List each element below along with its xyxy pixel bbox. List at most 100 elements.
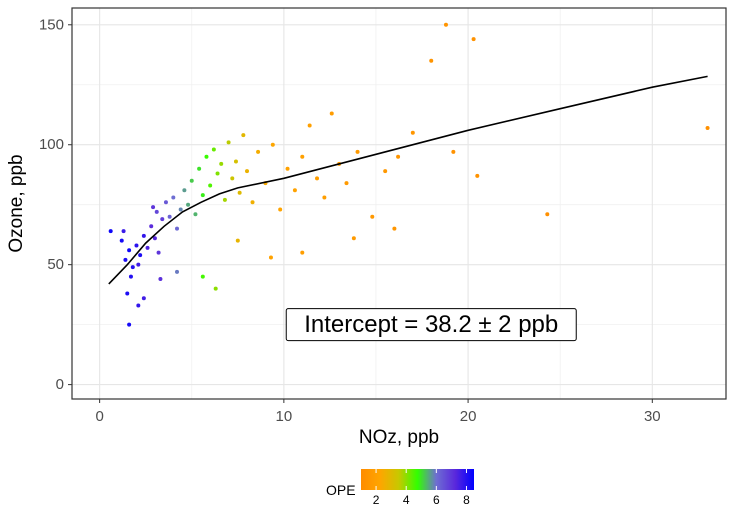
data-point: [235, 238, 240, 243]
data-point: [163, 200, 168, 205]
data-point: [121, 229, 126, 234]
data-point: [178, 207, 183, 212]
legend-title: OPE: [326, 482, 356, 498]
data-point: [256, 149, 261, 154]
data-point: [167, 214, 172, 219]
data-point: [156, 250, 161, 255]
data-point: [141, 233, 146, 238]
data-point: [175, 269, 180, 274]
data-point: [141, 296, 146, 301]
data-point: [285, 166, 290, 171]
x-axis-title: NOz, ppb: [359, 427, 439, 448]
data-point: [125, 291, 130, 296]
minor-gridlines: [72, 8, 726, 399]
data-point: [705, 125, 710, 130]
data-point: [149, 224, 154, 229]
x-tick-label: 0: [95, 408, 103, 425]
data-point: [370, 214, 375, 219]
data-point: [182, 188, 187, 193]
legend-color-bar: [361, 469, 474, 490]
data-point: [344, 181, 349, 186]
data-point: [355, 149, 360, 154]
data-point: [237, 190, 242, 195]
legend-tick-label: 2: [373, 493, 380, 507]
data-point: [213, 286, 218, 291]
data-point: [193, 212, 198, 217]
data-point: [108, 229, 113, 234]
data-point: [145, 245, 150, 250]
data-point: [130, 265, 135, 270]
data-point: [160, 217, 165, 222]
data-point: [136, 262, 141, 267]
x-tick-label: 20: [460, 408, 477, 425]
data-point: [208, 183, 213, 188]
data-point: [127, 322, 132, 327]
annotation-box: [285, 308, 577, 342]
y-tick-label: 100: [39, 136, 64, 153]
data-point: [154, 209, 159, 214]
data-point: [241, 133, 246, 138]
data-point: [219, 161, 224, 166]
data-point: [351, 236, 356, 241]
data-point: [307, 123, 312, 128]
data-point: [200, 274, 205, 279]
data-point: [197, 166, 202, 171]
plot-panel-border: [71, 7, 727, 400]
data-point: [222, 197, 227, 202]
data-point: [245, 169, 250, 174]
legend-tick-label: 8: [463, 493, 470, 507]
data-point: [211, 147, 216, 152]
y-axis-ticks: 0 50 100 150: [39, 16, 72, 393]
major-gridlines: [72, 8, 726, 399]
data-point: [128, 274, 133, 279]
data-point: [429, 58, 434, 63]
data-point: [200, 193, 205, 198]
data-point: [292, 188, 297, 193]
data-point: [127, 248, 132, 253]
annotation-text: Intercept = 38.2 ± 2 ppb: [304, 311, 558, 338]
data-point: [186, 202, 191, 207]
y-axis-title: Ozone, ppb: [6, 154, 27, 252]
data-point: [134, 243, 139, 248]
data-point: [189, 178, 194, 183]
fit-line: [108, 75, 708, 285]
data-point: [322, 195, 327, 200]
data-point: [300, 154, 305, 159]
color-legend: OPE 2 4 6 8: [326, 469, 474, 507]
data-point: [383, 169, 388, 174]
data-point: [233, 159, 238, 164]
x-tick-label: 30: [644, 408, 661, 425]
legend-tick-label: 4: [403, 493, 410, 507]
data-point: [396, 154, 401, 159]
data-point: [475, 173, 480, 178]
data-point: [215, 171, 220, 176]
data-point: [315, 176, 320, 181]
x-axis-ticks: 0 10 20 30: [95, 399, 661, 425]
data-point: [136, 303, 141, 308]
legend-ticks: 2 4 6 8: [373, 469, 470, 507]
data-point: [300, 250, 305, 255]
y-tick-label: 150: [39, 16, 64, 33]
y-tick-label: 0: [56, 376, 64, 393]
data-point: [392, 226, 397, 231]
legend-tick-label: 6: [433, 493, 440, 507]
data-point: [270, 142, 275, 147]
y-tick-label: 50: [47, 256, 64, 273]
data-point: [250, 200, 255, 205]
intercept-annotation: Intercept = 38.2 ± 2 ppb: [285, 308, 577, 342]
data-point: [119, 238, 124, 243]
data-point: [410, 130, 415, 135]
data-point: [443, 22, 448, 27]
data-point: [138, 253, 143, 258]
data-point: [268, 255, 273, 260]
x-tick-label: 10: [276, 408, 293, 425]
data-point: [204, 154, 209, 159]
data-point: [226, 140, 231, 145]
scatter-points: [108, 22, 710, 327]
data-point: [171, 195, 176, 200]
data-point: [545, 212, 550, 217]
data-point: [471, 37, 476, 42]
data-point: [175, 226, 180, 231]
data-point: [151, 205, 156, 210]
